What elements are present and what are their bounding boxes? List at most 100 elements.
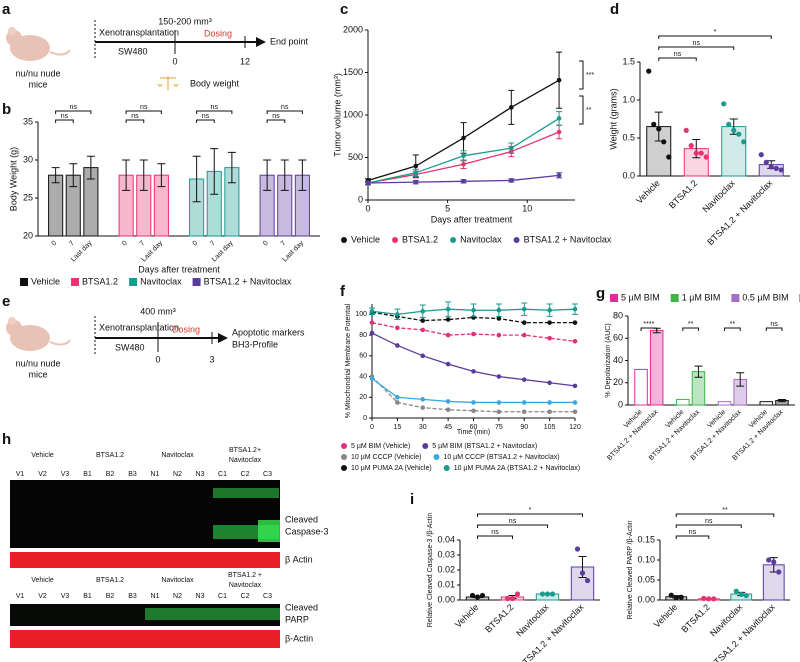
data-point: [514, 591, 521, 597]
data-point: [547, 380, 552, 386]
data-point: [703, 154, 709, 160]
y-tick-label: 80: [613, 310, 623, 320]
x-tick-label: 7: [68, 240, 76, 248]
y-tick-label: 0.5: [622, 132, 635, 142]
legend-label: 10 µM CCCP (Vehicle): [351, 454, 421, 461]
x-tick-label: Vehicle: [634, 178, 662, 206]
significance-label: ns: [70, 104, 78, 111]
blot-group: BTSA1.2: [96, 452, 124, 459]
data-point: [479, 592, 486, 599]
y-tick-label: 60: [359, 353, 367, 360]
data-point: [556, 129, 562, 135]
panel-letter: e: [2, 293, 10, 310]
data-point: [445, 361, 451, 367]
legend-label: 10 µM PUMA 2A (Vehicle): [351, 465, 432, 472]
data-point: [666, 154, 672, 160]
data-point: [445, 407, 451, 413]
legend-marker: [192, 278, 201, 286]
data-point: [395, 325, 400, 331]
mice-label: mice: [28, 79, 47, 89]
data-point: [758, 152, 764, 158]
blot-lane: N2: [173, 471, 182, 478]
data-point: [395, 400, 400, 405]
error-bar: [298, 159, 307, 191]
legend-label: 5 µM BIM (BTSA1.2 + Navitoclax): [432, 443, 537, 450]
significance-label: ns: [272, 113, 280, 120]
x-axis-label: Days after treatment: [431, 214, 513, 224]
blot-lane: N1: [151, 593, 160, 600]
legend-label: 0.5 µM BIM: [742, 292, 788, 302]
significance-label: ns: [131, 113, 139, 120]
data-point: [646, 68, 652, 74]
data-point: [445, 306, 451, 312]
data-point: [413, 179, 419, 185]
blot-lane: B1: [83, 471, 92, 478]
data-point: [445, 317, 451, 322]
x-tick-label: 30: [419, 424, 427, 431]
data-point: [521, 306, 527, 312]
blot-group: Navitoclax: [161, 452, 194, 459]
error-bar: [694, 365, 703, 378]
legend-label: Navitoclax: [460, 234, 502, 244]
data-point: [420, 327, 426, 333]
blot-group: Navitoclax: [161, 577, 194, 584]
xeno-label: Xenotransplantation: [99, 27, 179, 37]
panel-letter: f: [340, 283, 346, 300]
blot-lane: C1: [218, 471, 227, 478]
error-bar: [280, 159, 289, 191]
x-tick-label: 105: [544, 424, 556, 431]
significance-label: ns: [202, 113, 210, 120]
legend-label: 1 µM BIM: [682, 292, 721, 302]
blot-band: [10, 630, 280, 648]
legend-marker: [20, 278, 28, 286]
significance-bracket: [477, 535, 513, 539]
legend-marker: [71, 278, 80, 286]
data-point: [733, 588, 739, 594]
significance-label: **: [688, 321, 694, 328]
legend-label: Navitoclax: [140, 276, 182, 286]
legend-marker: [341, 465, 347, 471]
blot-marker: β-Actin: [285, 633, 313, 643]
series-line: [371, 332, 576, 387]
y-tick-label: 0.00: [437, 594, 455, 604]
y-tick-label: 0.0: [622, 170, 635, 180]
significance-bracket: [658, 46, 735, 50]
data-point: [395, 343, 400, 348]
data-point: [693, 150, 699, 156]
data-point: [369, 308, 375, 314]
x-tick-label: 90: [520, 424, 528, 431]
end-label: End point: [270, 36, 309, 46]
data-point: [471, 307, 476, 313]
significance-label: ns: [281, 104, 289, 111]
blot-lane: N3: [196, 593, 205, 600]
significance-bracket: [266, 110, 303, 114]
error-bar: [139, 159, 148, 191]
blot-lane: B1: [83, 593, 92, 600]
error-bar: [157, 163, 166, 188]
data-point: [778, 167, 784, 173]
y-tick-label: 40: [613, 355, 623, 365]
data-point: [678, 594, 684, 600]
data-point: [395, 312, 400, 317]
y-tick-label: 80: [359, 332, 367, 339]
significance-bracket: [125, 110, 162, 114]
significance-bracket: [266, 119, 286, 123]
x-tick-label: BTSA1.2: [667, 178, 700, 211]
data-point: [547, 409, 552, 415]
panel-letter: d: [610, 1, 619, 18]
legend-marker: [731, 294, 740, 302]
blot-band: [10, 552, 280, 568]
cell-label: SW480: [118, 46, 148, 56]
blot-marker: Cleaved: [285, 602, 318, 612]
data-point: [496, 332, 502, 338]
x-tick-label: BTSA1.2: [679, 602, 712, 635]
data-point: [584, 577, 591, 584]
data-point: [509, 145, 514, 151]
data-point: [413, 163, 419, 169]
data-point: [701, 595, 707, 602]
data-point: [651, 121, 657, 127]
blot-lane: C1: [218, 593, 227, 600]
x-tick-label: 0: [51, 240, 59, 248]
y-axis-label: % Mitochondrial Membrane Potential: [345, 303, 352, 418]
